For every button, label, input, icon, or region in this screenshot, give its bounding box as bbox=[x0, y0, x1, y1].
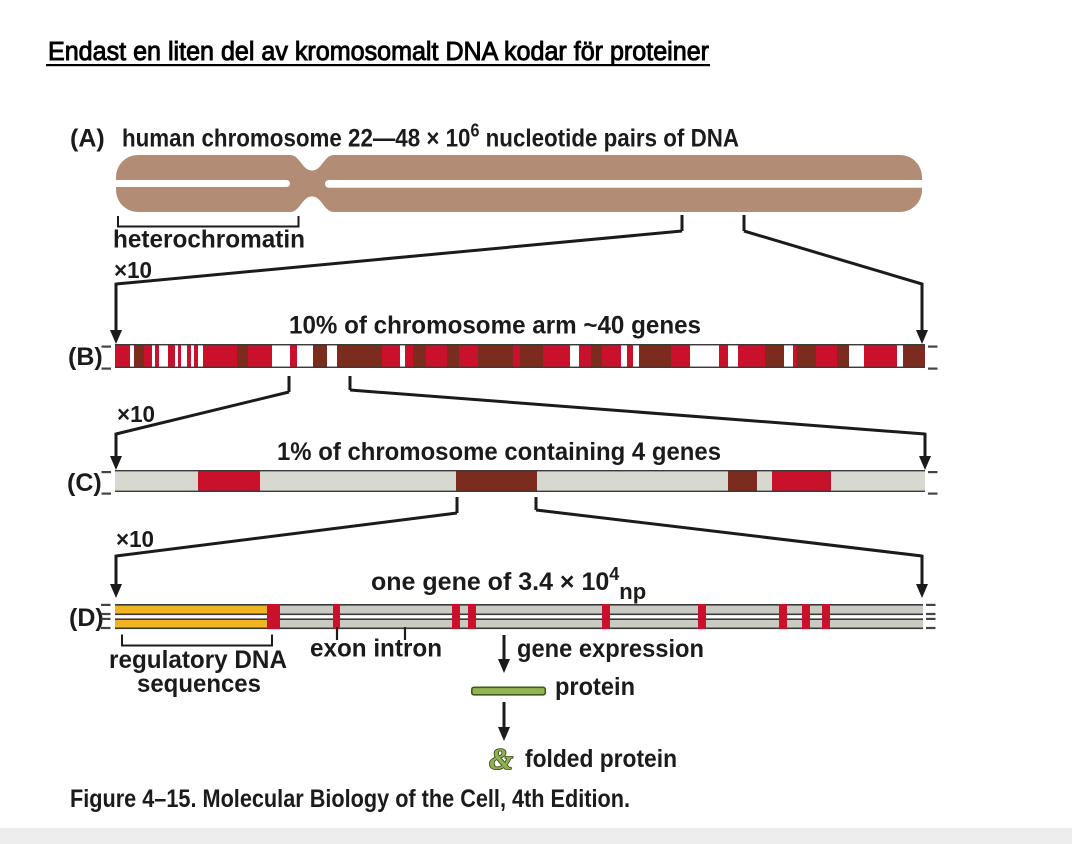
svg-text:protein: protein bbox=[555, 673, 635, 701]
svg-text:10% of chromosome arm ~40 gene: 10% of chromosome arm ~40 genes bbox=[289, 312, 701, 340]
svg-text:Endast en liten del av kromoso: Endast en liten del av kromosomalt DNA k… bbox=[48, 38, 709, 66]
svg-text:(A): (A) bbox=[70, 125, 105, 153]
svg-text:regulatory DNA: regulatory DNA bbox=[109, 646, 287, 674]
svg-text:(B): (B) bbox=[68, 343, 103, 371]
svg-text:heterochromatin: heterochromatin bbox=[113, 226, 305, 254]
svg-text:(C): (C) bbox=[67, 469, 102, 497]
svg-text:folded protein: folded protein bbox=[525, 745, 677, 773]
svg-text:×10: ×10 bbox=[116, 526, 154, 552]
svg-text:exon intron: exon intron bbox=[310, 635, 442, 663]
svg-text:gene expression: gene expression bbox=[517, 635, 704, 663]
svg-text:×10: ×10 bbox=[117, 401, 155, 427]
svg-text:(D): (D) bbox=[69, 604, 104, 632]
svg-text:Figure 4–15. Molecular Biology: Figure 4–15. Molecular Biology of the Ce… bbox=[70, 785, 630, 813]
svg-text:1% of chromosome containing 4: 1% of chromosome containing 4 genes bbox=[277, 438, 721, 466]
svg-text:sequences: sequences bbox=[137, 670, 261, 698]
svg-text:×10: ×10 bbox=[114, 257, 152, 283]
svg-text:human chromosome 22—48 × 106 n: human chromosome 22—48 × 106 nucleotide … bbox=[122, 121, 739, 153]
svg-text:&: & bbox=[489, 741, 513, 776]
